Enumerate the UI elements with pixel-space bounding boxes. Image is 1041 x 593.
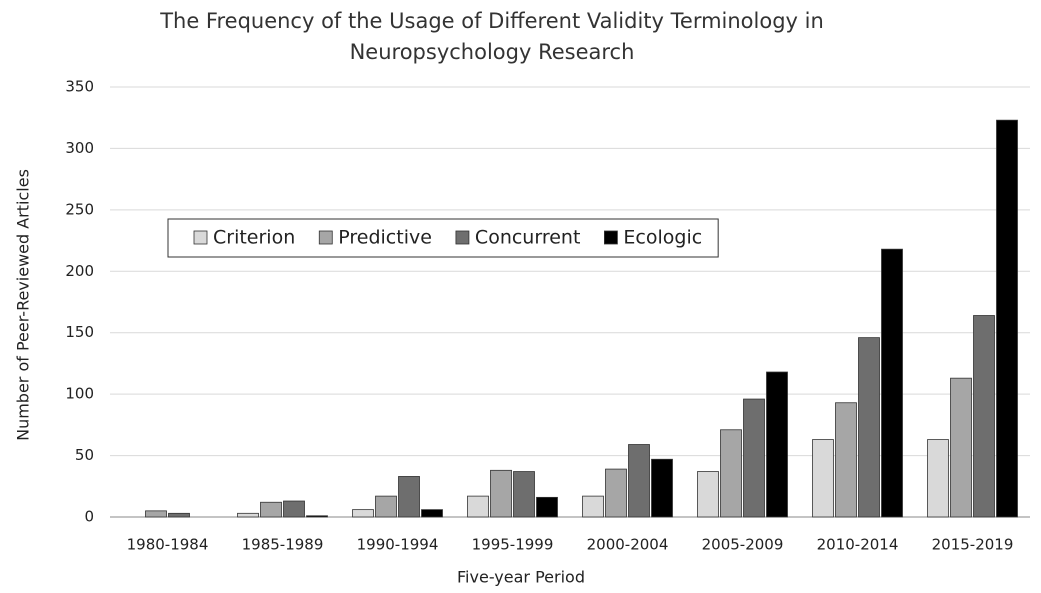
y-tick-label: 300 — [65, 139, 94, 157]
bar — [283, 500, 305, 518]
bar — [145, 510, 167, 518]
bar — [536, 496, 558, 518]
bar — [881, 248, 903, 518]
y-tick-label: 0 — [84, 508, 94, 526]
bar — [375, 495, 397, 518]
bar — [651, 458, 673, 518]
bar — [996, 119, 1018, 518]
bar — [605, 468, 627, 518]
x-tick-label: 2015-2019 — [932, 536, 1014, 554]
bar — [260, 501, 282, 518]
x-tick-label: 1995-1999 — [472, 536, 554, 554]
x-axis-label: Five-year Period — [457, 568, 585, 587]
x-tick-label: 1990-1994 — [357, 536, 439, 554]
y-tick-label: 100 — [65, 385, 94, 403]
bar — [835, 402, 857, 518]
legend-box — [167, 218, 719, 258]
bar — [582, 495, 604, 518]
bar — [168, 512, 190, 518]
legend-swatch — [318, 230, 333, 245]
legend-swatch — [604, 230, 618, 245]
legend-label: Ecologic — [623, 227, 702, 249]
legend-swatch — [193, 230, 208, 245]
legend: Criterion Predictive Concurrent Ecologic — [167, 218, 719, 258]
chart-title: Neuropsychology Research — [350, 40, 635, 64]
bar — [766, 371, 788, 518]
bar — [720, 429, 742, 518]
x-tick-label: 1985-1989 — [242, 536, 324, 554]
x-tick-label: 2000-2004 — [587, 536, 669, 554]
legend-label: Criterion — [213, 227, 295, 249]
x-tick-label: 2010-2014 — [817, 536, 899, 554]
y-tick-label: 200 — [65, 262, 94, 280]
x-tick-label: 1980-1984 — [127, 536, 209, 554]
bar — [950, 377, 972, 518]
bar — [421, 509, 443, 518]
y-tick-label: 350 — [65, 78, 94, 96]
bar — [697, 471, 719, 518]
bar — [513, 471, 535, 518]
x-tick-label: 2005-2009 — [702, 536, 784, 554]
legend-label: Concurrent — [475, 227, 580, 249]
chart-title: The Frequency of the Usage of Different … — [159, 9, 824, 33]
bar — [467, 495, 489, 518]
y-tick-label: 250 — [65, 200, 94, 218]
legend-label: Predictive — [338, 227, 432, 249]
bar — [973, 315, 995, 518]
bar — [628, 444, 650, 518]
bar — [352, 509, 374, 518]
bar — [237, 512, 259, 518]
y-tick-label: 50 — [75, 446, 94, 464]
bar — [743, 398, 765, 518]
y-axis-label: Number of Peer-Reviewed Articles — [14, 169, 33, 441]
bar — [927, 439, 949, 518]
legend-swatch — [455, 230, 470, 245]
bar — [812, 439, 834, 518]
bar — [306, 515, 328, 518]
y-tick-label: 150 — [65, 323, 94, 341]
bar — [858, 337, 880, 518]
bar — [398, 476, 420, 518]
bar — [490, 469, 512, 518]
